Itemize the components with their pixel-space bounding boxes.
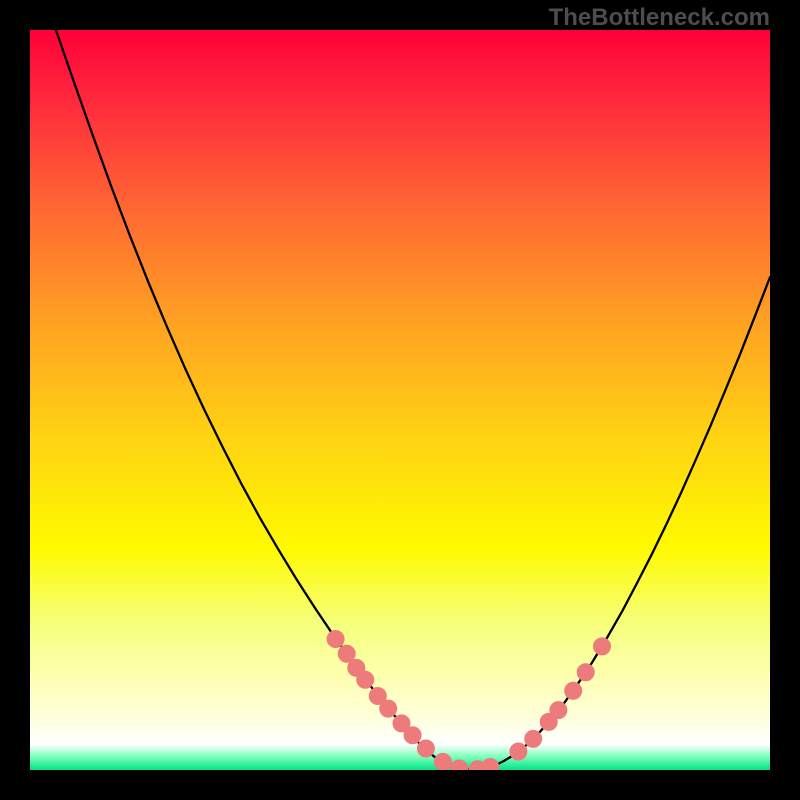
chart-container: TheBottleneck.com [0,0,800,800]
plot-area [30,30,770,770]
watermark-text: TheBottleneck.com [549,4,770,32]
gradient-background [30,30,770,770]
